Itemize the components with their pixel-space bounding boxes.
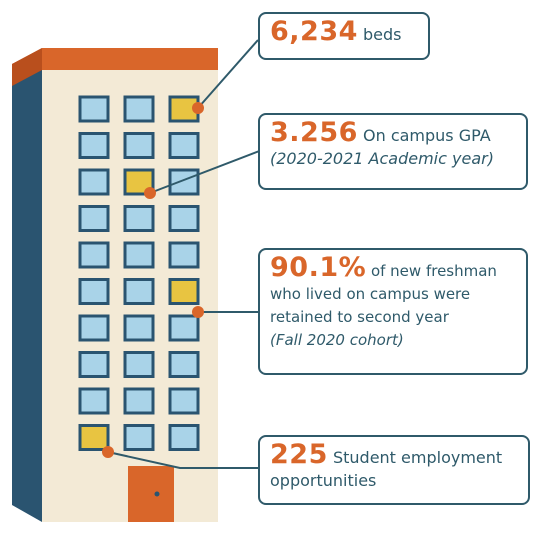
dot [192,102,204,114]
roof-front [42,48,218,70]
stat-value: 225 [270,439,328,470]
window [125,389,153,413]
window [80,97,108,121]
stat-value: 6,234 [270,16,358,47]
window [170,280,198,304]
building-side [12,62,42,522]
window [80,316,108,340]
callout: 6,234 beds [258,12,430,60]
window [170,426,198,450]
window [125,207,153,231]
window [170,353,198,377]
window [125,353,153,377]
window [80,170,108,194]
stat-value: 3.256 [270,117,358,148]
window [125,426,153,450]
door [128,466,174,522]
callout: 90.1% of new freshman who lived on campu… [258,248,528,375]
stat-text: On campus GPA [363,126,491,145]
window [125,280,153,304]
infographic: 6,234 beds 3.256 On campus GPA (2020-202… [0,0,540,533]
window [80,353,108,377]
window [80,134,108,158]
dot [102,446,114,458]
window [170,170,198,194]
stat-note: (Fall 2020 cohort) [270,329,516,352]
stat-note: (2020-2021 Academic year) [270,147,516,170]
window [125,97,153,121]
window [170,243,198,267]
window [80,243,108,267]
window [125,316,153,340]
window [170,389,198,413]
stat-value: 90.1% [270,252,366,283]
window [125,134,153,158]
callout: 225 Student employment opportunities [258,435,530,505]
dot [192,306,204,318]
window [80,426,108,450]
window [170,134,198,158]
callout: 3.256 On campus GPA (2020-2021 Academic … [258,113,528,190]
window [80,280,108,304]
window [80,207,108,231]
stat-text: beds [363,25,402,44]
dot [144,187,156,199]
door-knob [155,492,160,497]
window [170,207,198,231]
window [170,316,198,340]
window [125,243,153,267]
window [80,389,108,413]
